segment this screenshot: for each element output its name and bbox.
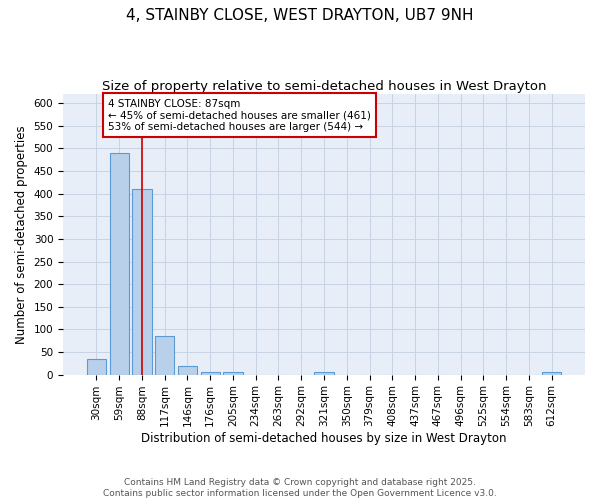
Bar <box>178 366 197 374</box>
Y-axis label: Number of semi-detached properties: Number of semi-detached properties <box>15 125 28 344</box>
Bar <box>110 153 129 374</box>
Bar <box>87 359 106 374</box>
Bar <box>132 189 152 374</box>
Bar <box>223 372 242 374</box>
Bar <box>200 372 220 374</box>
X-axis label: Distribution of semi-detached houses by size in West Drayton: Distribution of semi-detached houses by … <box>141 432 507 445</box>
Bar <box>542 372 561 374</box>
Bar <box>314 372 334 374</box>
Bar <box>155 336 175 374</box>
Text: 4, STAINBY CLOSE, WEST DRAYTON, UB7 9NH: 4, STAINBY CLOSE, WEST DRAYTON, UB7 9NH <box>126 8 474 22</box>
Text: Contains HM Land Registry data © Crown copyright and database right 2025.
Contai: Contains HM Land Registry data © Crown c… <box>103 478 497 498</box>
Text: 4 STAINBY CLOSE: 87sqm
← 45% of semi-detached houses are smaller (461)
53% of se: 4 STAINBY CLOSE: 87sqm ← 45% of semi-det… <box>108 98 371 132</box>
Title: Size of property relative to semi-detached houses in West Drayton: Size of property relative to semi-detach… <box>102 80 546 93</box>
